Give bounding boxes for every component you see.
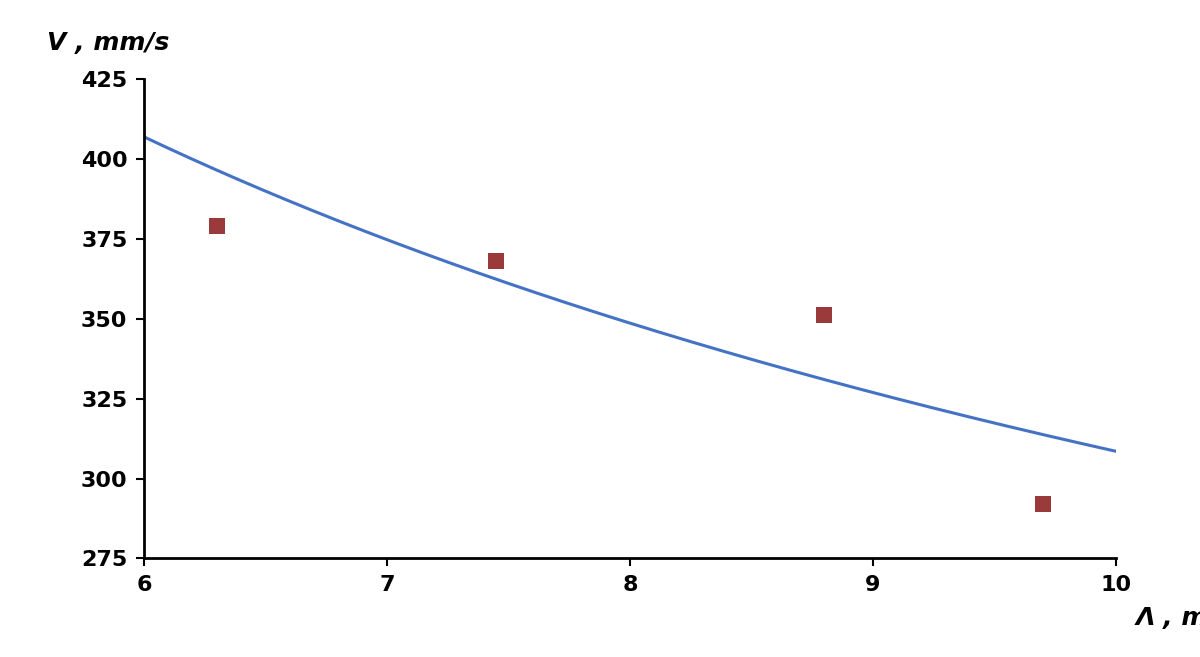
- Point: [208, 221, 227, 231]
- Point: [815, 310, 834, 321]
- Text: Λ , mm: Λ , mm: [1135, 606, 1200, 631]
- Point: [1033, 499, 1052, 509]
- Text: V , mm/s: V , mm/s: [47, 31, 169, 55]
- Point: [487, 256, 506, 266]
